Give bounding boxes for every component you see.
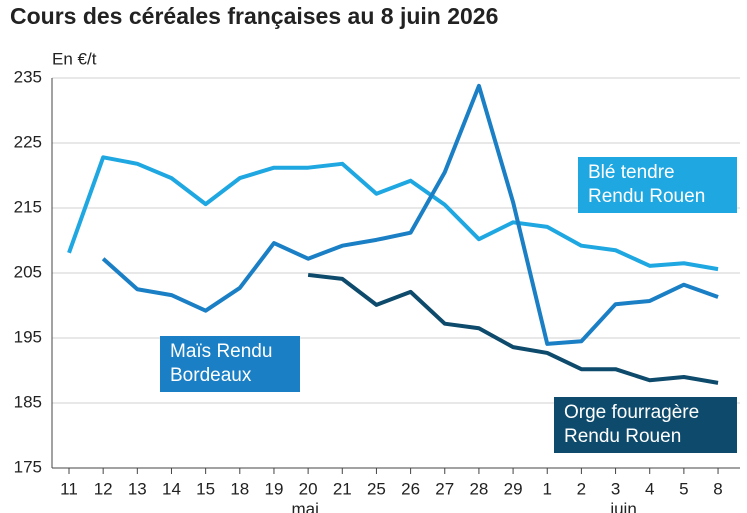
x-tick-label: 3	[611, 479, 620, 498]
x-tick-label: 28	[469, 479, 488, 498]
y-tick-label: 215	[14, 197, 42, 216]
x-tick-label: 14	[162, 479, 181, 498]
x-tick-label: 29	[504, 479, 523, 498]
x-tick-label: 18	[230, 479, 249, 498]
y-tick-label: 185	[14, 392, 42, 411]
series-line	[307, 272, 719, 385]
y-tick-label: 195	[14, 327, 42, 346]
y-axis-label: En €/t	[52, 49, 97, 68]
x-tick-label: 12	[94, 479, 113, 498]
legend-label: Orge fourragère Rendu Rouen	[554, 397, 737, 453]
x-tick-label: 21	[333, 479, 352, 498]
x-tick-label: 19	[264, 479, 283, 498]
x-tick-label: 8	[713, 479, 722, 498]
y-tick-label: 235	[14, 67, 42, 86]
y-tick-label: 205	[14, 262, 42, 281]
x-tick-label: 4	[645, 479, 654, 498]
legend-label: Maïs Rendu Bordeaux	[160, 336, 300, 392]
x-tick-label: 27	[435, 479, 454, 498]
series-line	[101, 83, 719, 346]
x-tick-label: 26	[401, 479, 420, 498]
x-tick-label: 25	[367, 479, 386, 498]
x-tick-label: 13	[128, 479, 147, 498]
chart-title: Cours des céréales françaises au 8 juin …	[10, 3, 498, 29]
x-tick-label: 5	[679, 479, 688, 498]
x-tick-label: 2	[577, 479, 586, 498]
legend-label: Blé tendre Rendu Rouen	[578, 157, 737, 213]
x-tick-label: 1	[543, 479, 552, 498]
x-tick-label: 15	[196, 479, 215, 498]
y-tick-label: 225	[14, 132, 42, 151]
series-line	[67, 155, 719, 272]
month-label: juin	[609, 499, 636, 513]
x-tick-label: 11	[60, 479, 78, 498]
month-label: mai	[291, 499, 318, 513]
y-tick-label: 175	[14, 457, 42, 476]
x-tick-label: 20	[299, 479, 318, 498]
